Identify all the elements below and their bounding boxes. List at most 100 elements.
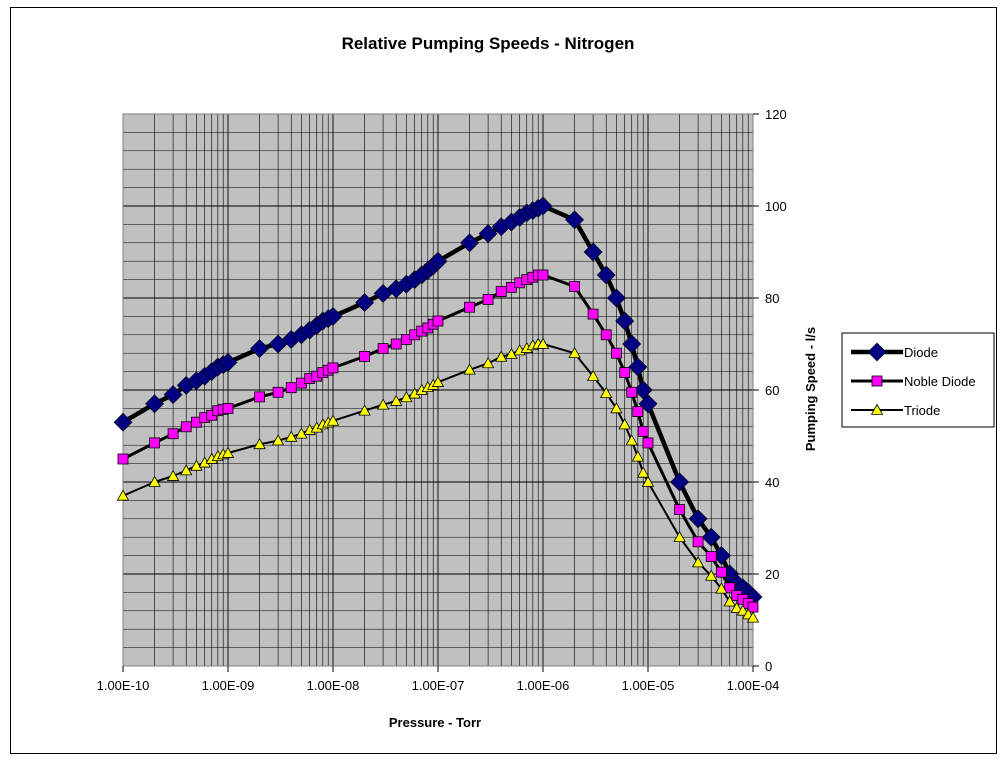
data-point [218,352,238,372]
data-point [355,293,375,313]
data-point [701,527,721,547]
data-point [586,369,600,382]
data-point [619,367,631,378]
data-point [638,394,658,414]
data-point [610,402,623,414]
legend-item-noble-diode: Noble Diode [851,374,976,389]
data-point [724,582,736,594]
data-point [600,329,612,341]
y-tick-label: 80 [765,291,779,306]
data-point [285,430,298,442]
legend-label: Diode [904,345,938,360]
data-point [688,509,708,529]
data-point [117,453,129,465]
data-point [641,475,655,487]
legend-marker [871,375,883,387]
y-axis: 0 20 40 60 80 100 120 [753,107,787,674]
legend-item-diode: Diode [851,342,938,362]
data-point [180,464,193,476]
data-point [622,334,642,354]
data-point [692,536,704,548]
data-point [691,556,705,568]
x-axis-label: Pressure - Torr [389,715,481,730]
data-point [631,450,645,462]
data-point [377,343,389,355]
data-point [323,306,343,326]
data-point [481,356,495,369]
data-point [536,337,550,349]
data-point [271,434,285,446]
series-triode [116,337,760,623]
data-point [705,551,717,562]
legend-marker [870,403,884,415]
series-group [113,196,763,623]
data-point [428,251,448,271]
data-point [463,363,476,375]
legend: Diode Noble Diode Triode [841,332,995,428]
data-point [222,402,234,414]
data-point [327,362,339,374]
x-tick-label: 1.00E-06 [517,678,570,693]
x-tick-label: 1.00E-08 [307,678,360,693]
data-point [145,394,165,414]
data-point [730,601,743,613]
data-point [390,394,403,406]
data-point [400,391,413,403]
data-point [736,604,750,616]
data-point [625,434,638,446]
data-point [600,386,613,399]
data-point [272,386,284,398]
y-tick-label: 40 [765,475,779,490]
data-point [180,421,192,433]
x-tick-label: 1.00E-04 [727,678,780,693]
x-tick-label: 1.00E-10 [97,678,150,693]
data-point [358,404,371,416]
y-tick-label: 120 [765,107,787,122]
data-point [642,437,654,449]
data-point [221,446,235,458]
data-point [149,437,161,449]
x-axis: 1.00E-10 1.00E-09 1.00E-08 1.00E-07 1.00E-06… [97,666,780,693]
gridlines [122,113,754,667]
data-point [565,210,585,230]
data-point [569,281,581,292]
data-point [285,382,297,394]
data-point [723,595,736,607]
data-point [568,346,581,359]
x-tick-label: 1.00E-09 [202,678,255,693]
y-tick-label: 100 [765,199,787,214]
data-point [390,338,402,350]
legend-label: Noble Diode [904,374,976,389]
legend-marker [867,342,887,362]
data-point [715,582,728,594]
data-point [113,412,133,432]
legend-label: Triode [904,403,940,418]
data-point [432,315,444,327]
data-point [482,293,494,305]
data-point [615,311,635,331]
data-point [253,437,266,450]
data-point [250,339,270,359]
data-point [674,504,686,516]
data-point [116,489,130,501]
data-point [632,406,644,418]
data-point [673,530,686,542]
data-point [533,196,553,216]
data-point [166,469,180,481]
data-point [326,414,340,426]
data-point [495,286,507,297]
data-point [610,347,622,359]
data-point [254,391,266,403]
data-point [431,375,445,387]
data-point [167,428,179,440]
x-tick-label: 1.00E-07 [412,678,465,693]
data-point [583,242,603,262]
data-point [359,351,371,362]
data-point [537,269,549,281]
legend-item-triode: Triode [851,403,940,418]
data-point [618,418,631,430]
data-point [637,466,650,478]
data-point [464,301,476,313]
series-noble-diode [117,269,759,613]
y-tick-label: 0 [765,659,772,674]
